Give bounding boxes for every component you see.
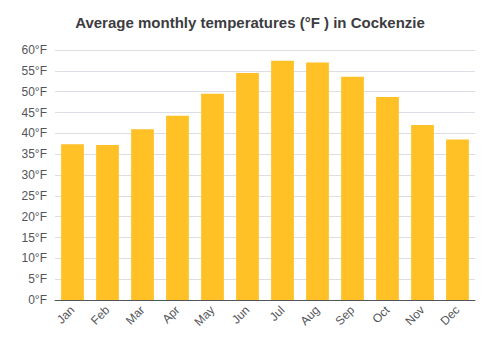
svg-text:Mar: Mar [123, 303, 148, 327]
svg-text:Feb: Feb [88, 303, 113, 328]
svg-text:Aug: Aug [297, 303, 322, 328]
svg-text:60°F: 60°F [22, 43, 47, 57]
svg-text:Average monthly temperatures (: Average monthly temperatures (°F ) in Co… [75, 14, 425, 31]
svg-text:Jul: Jul [267, 303, 288, 324]
svg-text:Apr: Apr [159, 303, 182, 326]
svg-text:Dec: Dec [437, 303, 462, 328]
svg-text:20°F: 20°F [22, 210, 47, 224]
svg-text:0°F: 0°F [28, 293, 47, 307]
svg-text:Oct: Oct [369, 303, 393, 327]
svg-text:Jun: Jun [229, 303, 253, 327]
svg-text:30°F: 30°F [22, 168, 47, 182]
svg-text:10°F: 10°F [22, 251, 47, 265]
svg-text:45°F: 45°F [22, 106, 47, 120]
svg-text:25°F: 25°F [22, 189, 47, 203]
svg-text:55°F: 55°F [22, 64, 47, 78]
svg-text:50°F: 50°F [22, 85, 47, 99]
svg-text:May: May [192, 303, 218, 329]
svg-text:Nov: Nov [402, 303, 427, 328]
svg-text:15°F: 15°F [22, 231, 47, 245]
svg-text:Jan: Jan [54, 303, 78, 327]
svg-text:35°F: 35°F [22, 147, 47, 161]
svg-text:5°F: 5°F [28, 272, 47, 286]
svg-text:Sep: Sep [332, 303, 357, 328]
svg-text:40°F: 40°F [22, 126, 47, 140]
